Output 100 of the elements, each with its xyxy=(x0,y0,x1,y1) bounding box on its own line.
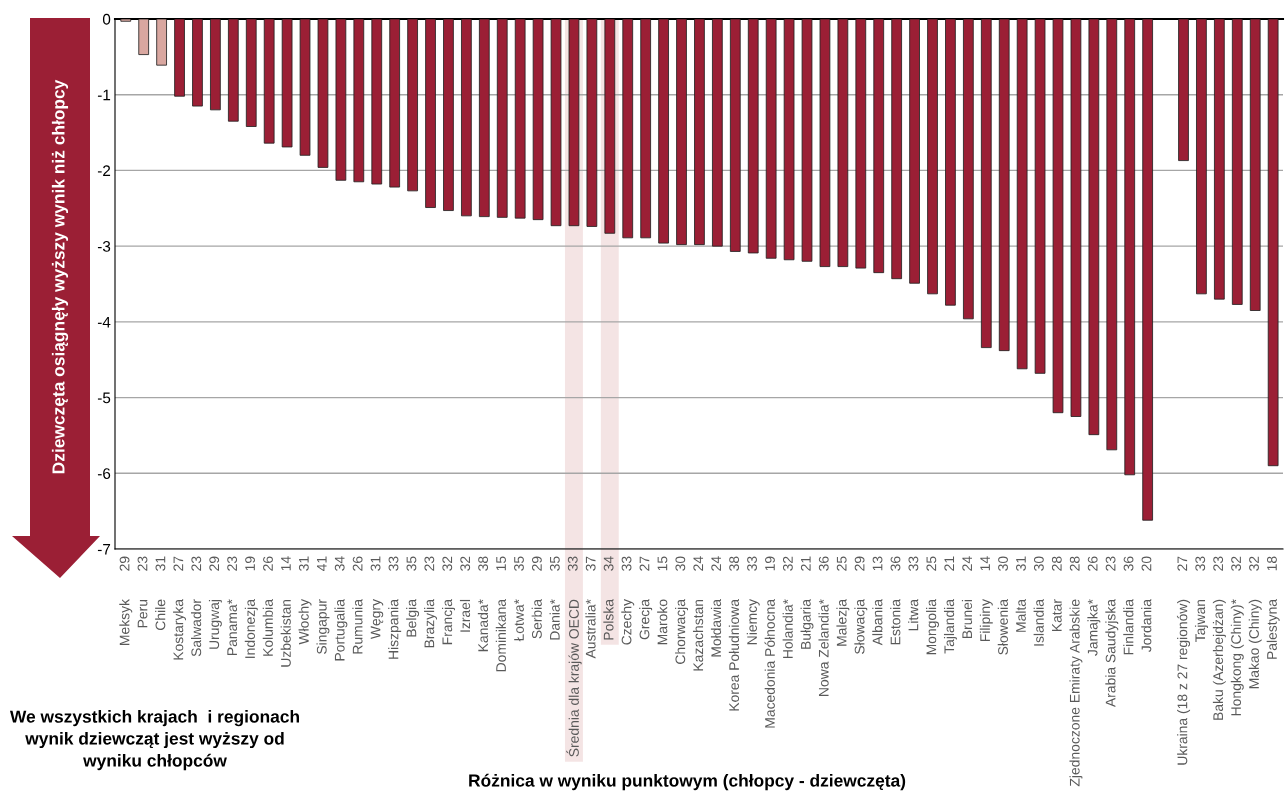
x-tick-label: Urugwaj xyxy=(208,599,222,649)
x-tick-label: Katar xyxy=(1052,599,1062,632)
text: 38 xyxy=(729,556,740,571)
x-tick-label: Albania xyxy=(872,599,883,646)
text: 24 xyxy=(962,556,972,571)
text: 26 xyxy=(352,556,363,571)
text: 35 xyxy=(549,556,560,571)
x-tick-label: Kazachstan xyxy=(692,599,704,671)
text: 31 xyxy=(1016,556,1026,571)
x-tick-label: Belgia xyxy=(406,599,420,637)
text: 31 xyxy=(370,556,381,571)
x-tick-label: Kolumbia xyxy=(262,599,273,656)
text: 34 xyxy=(334,556,345,571)
text: 28 xyxy=(1051,556,1062,571)
x-tick-label: Islandia xyxy=(1033,599,1044,646)
x-tick-label: Hongkong (Chiny)* xyxy=(1230,599,1244,716)
text: 23 xyxy=(191,556,202,571)
text: 14 xyxy=(281,556,291,571)
text: 32 xyxy=(782,556,793,571)
x-tick-label: Peru xyxy=(137,599,148,628)
text: 27 xyxy=(1177,556,1188,571)
text: 35 xyxy=(406,556,417,571)
text: 33 xyxy=(908,556,919,571)
x-axis-title: Różnica w wyniku punktowym (chłopcy - dziewczęta) xyxy=(469,773,906,791)
x-tick-label: Grecja xyxy=(639,599,653,640)
text: 33 xyxy=(388,556,399,571)
text: 36 xyxy=(818,556,829,571)
text: 14 xyxy=(980,556,990,571)
text: 32 xyxy=(1231,556,1242,571)
x-tick-label: Średnia dla krajów OECD xyxy=(566,599,582,757)
x-tick-label: Palestyna xyxy=(1266,599,1280,659)
text: 24 xyxy=(693,556,704,571)
x-tick-label: Korea Południowa xyxy=(728,598,740,711)
text: 38 xyxy=(478,556,489,571)
x-tick-label: Zjednoczone Emiraty Arabskie xyxy=(1069,599,1083,787)
text: 34 xyxy=(603,556,614,571)
text: 15 xyxy=(496,556,506,571)
x-tick-label: Słowacja xyxy=(854,599,868,654)
text: 41 xyxy=(317,556,327,572)
text: 29 xyxy=(209,556,220,571)
text: 31 xyxy=(298,556,309,571)
text: 37 xyxy=(585,556,596,571)
x-tick-label: Ukraina (18 z 27 regionów) xyxy=(1176,599,1191,765)
x-tick-label: Kanada* xyxy=(477,599,489,652)
x-tick-label: Chorwacja xyxy=(675,599,688,664)
y-tick-label: 0 xyxy=(102,13,111,25)
x-tick-label: Mongolia xyxy=(926,599,939,655)
text: 29 xyxy=(119,556,130,571)
x-tick-label: Salwador xyxy=(190,599,202,657)
x-tick-label: Holandia* xyxy=(782,599,793,659)
y-tick-label: -6 xyxy=(97,468,111,479)
x-tick-label: Finlandia xyxy=(1123,599,1134,655)
x-tick-label: Panama* xyxy=(227,599,238,655)
x-tick-label: Tajwan xyxy=(1194,599,1208,642)
text: 30 xyxy=(1033,556,1044,571)
text: 30 xyxy=(675,556,686,571)
text: 23 xyxy=(1105,556,1116,571)
x-tick-label: Brazylia xyxy=(424,599,437,648)
text: 30 xyxy=(998,556,1008,571)
x-tick-label: Izrael xyxy=(459,599,471,632)
x-tick-label: Łotwa* xyxy=(514,599,524,642)
text: 33 xyxy=(747,556,757,571)
text: 13 xyxy=(872,556,883,571)
text: 35 xyxy=(514,556,524,571)
text: 26 xyxy=(1087,556,1098,571)
x-tick-label: Chile xyxy=(155,599,166,630)
x-tick-label: Macedonia Północna xyxy=(764,598,775,728)
text: 33 xyxy=(1195,556,1206,571)
x-tick-label: Indonezja xyxy=(244,599,258,658)
text: 20 xyxy=(1141,556,1152,571)
x-tick-label: Kostaryka xyxy=(173,599,187,660)
text: 32 xyxy=(442,556,453,571)
x-tick-label: Polska xyxy=(603,599,614,640)
x-tick-label: Dania* xyxy=(549,599,560,640)
text: We wszystkich krajach i regionach wynik dziewcząt jest wyższy od wyniku chłopców xyxy=(9,710,299,771)
x-tick-label: Rumunia xyxy=(352,599,363,654)
x-tick-label: Nowa Zelandia* xyxy=(818,599,829,696)
text: 25 xyxy=(926,556,937,571)
text: 29 xyxy=(854,556,865,571)
y-tick-label: -7 xyxy=(97,544,111,555)
x-tick-label: Brunei xyxy=(961,599,973,639)
text: 29 xyxy=(531,556,542,571)
x-tick-label: Meksyk xyxy=(119,598,133,645)
x-tick-label: Słowenia xyxy=(997,599,1008,655)
text: 36 xyxy=(890,556,901,571)
text: 23 xyxy=(1213,556,1224,571)
y-tick-label: -4 xyxy=(97,316,111,328)
x-tick-label: Francja xyxy=(441,599,455,645)
x-tick-label: Serbia xyxy=(531,599,542,639)
text: 28 xyxy=(1069,556,1080,571)
x-tick-label: Węgry xyxy=(370,599,384,640)
text: 23 xyxy=(137,556,148,571)
x-tick-label: Malezja xyxy=(836,599,850,646)
y-axis-title: Dziewczęta osiągnęły wyższy wynik niż chłopcy xyxy=(51,79,69,474)
x-tick-label: Malta xyxy=(1015,599,1026,632)
x-tick-label: Maroko xyxy=(657,599,668,645)
x-tick-label: Mołdawia xyxy=(710,599,722,657)
x-tick-label: Dominikana xyxy=(495,599,506,672)
x-tick-label: Makao (Chiny) xyxy=(1248,599,1262,689)
x-tick-label: Filipiny xyxy=(979,599,993,642)
